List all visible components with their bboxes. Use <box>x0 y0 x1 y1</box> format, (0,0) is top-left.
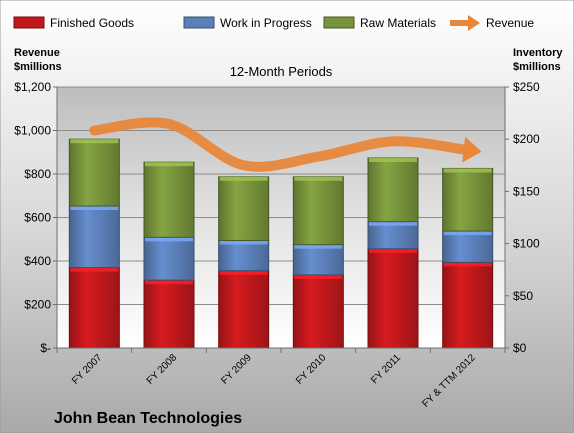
right-tick-label: $150 <box>513 184 540 198</box>
left-tick-label: $800 <box>24 167 51 181</box>
revenue-line-layer <box>89 117 482 172</box>
right-tick-label: $250 <box>513 80 540 94</box>
bar-top-highlight <box>145 280 193 285</box>
bar-finished-goods <box>442 261 494 349</box>
legend-label: Finished Goods <box>50 16 134 30</box>
bar-top-highlight <box>294 274 343 279</box>
bars <box>68 138 494 349</box>
legend-label: Work in Progress <box>220 16 312 30</box>
left-tick-label: $- <box>40 341 51 355</box>
legend-swatch-revenue-arrow <box>468 15 480 31</box>
bar-top-highlight <box>145 162 193 167</box>
left-axis-title-line1: Revenue <box>14 47 60 59</box>
company-name: John Bean Technologies <box>54 410 242 427</box>
bar-top-highlight <box>443 168 492 173</box>
bar-raw-materials <box>442 167 494 232</box>
right-axis-title-line2: $millions <box>513 61 561 73</box>
bar-finished-goods <box>292 274 344 349</box>
bar-raw-materials <box>218 176 270 241</box>
legend: Finished Goods Work in Progress Raw Materi… <box>13 15 534 31</box>
bar-top-highlight <box>294 176 343 181</box>
bar-top-highlight <box>70 206 119 211</box>
bar-raw-materials <box>292 176 344 246</box>
bar-top-highlight <box>443 262 492 267</box>
bar-work-in-progress <box>367 221 419 250</box>
bar-work-in-progress <box>143 236 195 281</box>
bar-top-highlight <box>145 237 193 242</box>
bar-finished-goods <box>143 279 195 349</box>
legend-swatch-finished-goods <box>13 16 45 29</box>
bar-work-in-progress <box>218 239 270 272</box>
right-axis-title-line1: Inventory <box>513 47 563 59</box>
bar-top-highlight <box>219 270 268 275</box>
bar-top-highlight <box>70 139 119 144</box>
right-tick-label: $0 <box>513 341 527 355</box>
legend-label: Raw Materials <box>360 16 436 30</box>
left-tick-label: $400 <box>24 254 51 268</box>
left-tick-label: $1,000 <box>14 124 51 138</box>
bar-top-highlight <box>294 244 343 249</box>
bar-finished-goods <box>218 270 270 349</box>
left-tick-label: $1,200 <box>14 80 51 94</box>
bar-work-in-progress <box>292 244 344 276</box>
legend-swatch-raw-materials <box>323 16 355 29</box>
right-tick-label: $100 <box>513 237 540 251</box>
revenue-arrowhead <box>462 136 482 163</box>
bar-top-highlight <box>443 231 492 236</box>
bar-raw-materials <box>68 138 120 207</box>
bar-work-in-progress <box>68 205 120 269</box>
right-tick-label: $200 <box>513 132 540 146</box>
legend-label: Revenue <box>486 16 534 30</box>
bar-top-highlight <box>369 157 417 162</box>
bar-raw-materials <box>367 157 419 223</box>
left-tick-label: $200 <box>24 298 51 312</box>
bar-top-highlight <box>219 240 268 245</box>
left-tick-label: $600 <box>24 211 51 225</box>
legend-swatch-work-in-progress <box>183 16 215 29</box>
bar-work-in-progress <box>442 230 494 263</box>
bar-finished-goods <box>68 267 120 349</box>
bar-top-highlight <box>70 267 119 272</box>
bar-top-highlight <box>219 176 268 181</box>
gridlines <box>57 86 505 305</box>
bar-raw-materials <box>143 161 195 238</box>
bar-finished-goods <box>367 248 419 349</box>
revenue-line <box>89 117 473 172</box>
bar-top-highlight <box>369 248 417 253</box>
left-axis-title-line2: $millions <box>14 61 62 73</box>
right-tick-label: $50 <box>513 289 533 303</box>
bar-top-highlight <box>369 221 417 226</box>
chart-subtitle: 12-Month Periods <box>230 64 333 79</box>
